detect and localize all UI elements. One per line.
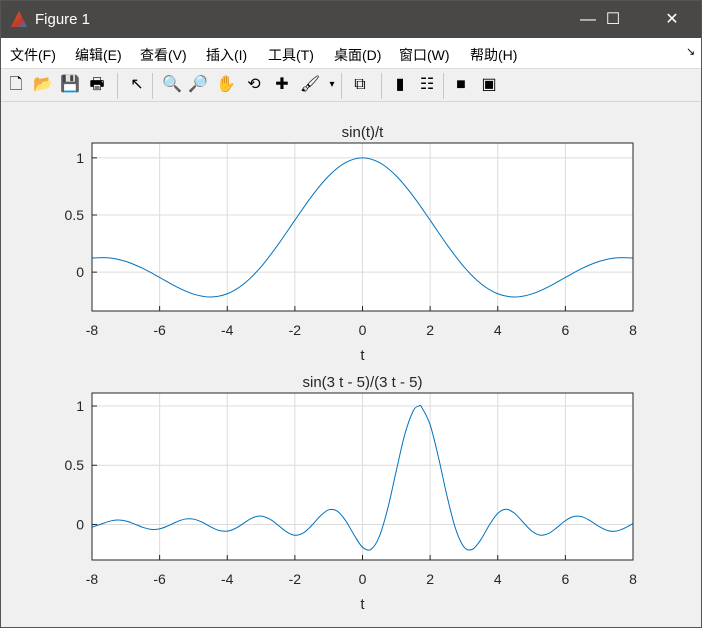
zoom-out-icon[interactable]: 🔎 [188,76,208,93]
axes-box [91,392,634,561]
toolbar-separator [443,73,444,99]
edit-plot-arrow-icon[interactable]: ↖ [130,76,144,93]
x-tick-label: 6 [561,322,569,338]
x-tick-label: -6 [153,322,166,338]
data-line [91,404,634,551]
toolbar-separator [152,73,153,99]
link-plot-icon[interactable]: ⧉ [354,76,366,93]
minimize-button[interactable]: — [580,11,596,28]
menu-edit[interactable]: 编辑(E) [75,47,122,63]
legend-icon[interactable]: ☷ [419,76,435,93]
x-tick-label: 4 [494,571,502,587]
chart-title: sin(t)/t [342,124,385,141]
toolbar-separator [341,73,342,99]
chart-title: sin(3 t - 5)/(3 t - 5) [302,374,422,391]
menu-view[interactable]: 查看(V) [140,47,187,63]
matlab-logo-icon [11,11,27,27]
axes-1: -8 -6 -4 -2 0 2 4 6 8 0 0.5 1 sin(t)/t t [65,124,638,364]
x-tick-label: 4 [494,322,502,338]
x-tick-label: -8 [86,571,99,587]
x-axis-label: t [360,596,365,613]
data-cursor-icon[interactable]: ✚ [275,76,289,93]
x-tick-label: 0 [359,571,367,587]
zoom-in-icon[interactable]: 🔍 [162,76,182,93]
x-tick-label: 6 [561,571,569,587]
x-tick-label: 2 [426,571,434,587]
figure-canvas: -8 -6 -4 -2 0 2 4 6 8 0 0.5 1 sin(t)/t t -8 -6 -4 -2 0 2 4 6 8… [65,124,638,613]
x-tick-label: -8 [86,322,99,338]
menu-file[interactable]: 文件(F) [10,47,56,63]
x-tick-label: -4 [221,571,234,587]
x-tick-label: 8 [629,571,637,587]
x-tick-label: -4 [221,322,234,338]
save-icon[interactable]: 💾 [60,76,80,93]
maximize-button[interactable]: ☐ [605,11,621,28]
open-file-icon[interactable]: 📂 [33,76,53,93]
toolbar-separator [381,73,382,99]
toolbar: 🗋 📂 💾 🖶 ↖ 🔍 🔎 ✋ ⟲ ✚ 🖌 ▾ ⧉ ▮ ☷ ■ ▣ [1,69,701,102]
x-axis-label: t [360,347,365,364]
show-plot-tools-icon[interactable]: ▣ [481,76,497,93]
toolbar-separator [117,73,118,99]
y-tick-label: 0 [76,264,84,280]
menu-insert[interactable]: 插入(I) [206,47,248,63]
y-tick-label: 1 [76,150,84,166]
close-button[interactable]: ✕ [665,11,679,28]
colorbar-icon[interactable]: ▮ [395,76,405,93]
y-tick-label: 0.5 [65,207,85,223]
x-tick-label: 0 [359,322,367,338]
x-tick-label: -2 [289,322,302,338]
menu-overflow-icon[interactable]: ↘ [686,46,696,58]
x-tick-label: -6 [153,571,166,587]
hide-plot-tools-icon[interactable]: ■ [456,76,466,93]
y-tick-label: 0 [76,516,84,532]
brush-icon[interactable]: 🖌 [299,76,321,93]
y-tick-label: 0.5 [65,457,85,473]
menu-desktop[interactable]: 桌面(D) [334,47,382,63]
data-line [91,157,634,298]
print-icon[interactable]: 🖶 [89,76,105,93]
menu-tools[interactable]: 工具(T) [268,47,314,63]
pan-hand-icon[interactable]: ✋ [216,76,236,93]
menu-help[interactable]: 帮助(H) [470,47,518,63]
y-tick-label: 1 [76,398,84,414]
axes-box [91,142,634,312]
menu-window[interactable]: 窗口(W) [399,47,450,63]
rotate-3d-icon[interactable]: ⟲ [247,76,261,93]
window-title: Figure 1 [35,11,91,28]
new-figure-icon[interactable]: 🗋 [9,76,23,93]
title-bar: Figure 1 — ☐ ✕ [1,1,701,38]
x-tick-label: 8 [629,322,637,338]
menu-bar: 文件(F) 编辑(E) 查看(V) 插入(I) 工具(T) 桌面(D) 窗口(W… [1,38,701,69]
brush-dropdown-icon[interactable]: ▾ [329,79,335,90]
axes-2: -8 -6 -4 -2 0 2 4 6 8 0 0.5 1 sin(3 t - 5)/(3 t - 5)… [65,374,638,613]
x-tick-label: 2 [426,322,434,338]
x-tick-label: -2 [289,571,302,587]
